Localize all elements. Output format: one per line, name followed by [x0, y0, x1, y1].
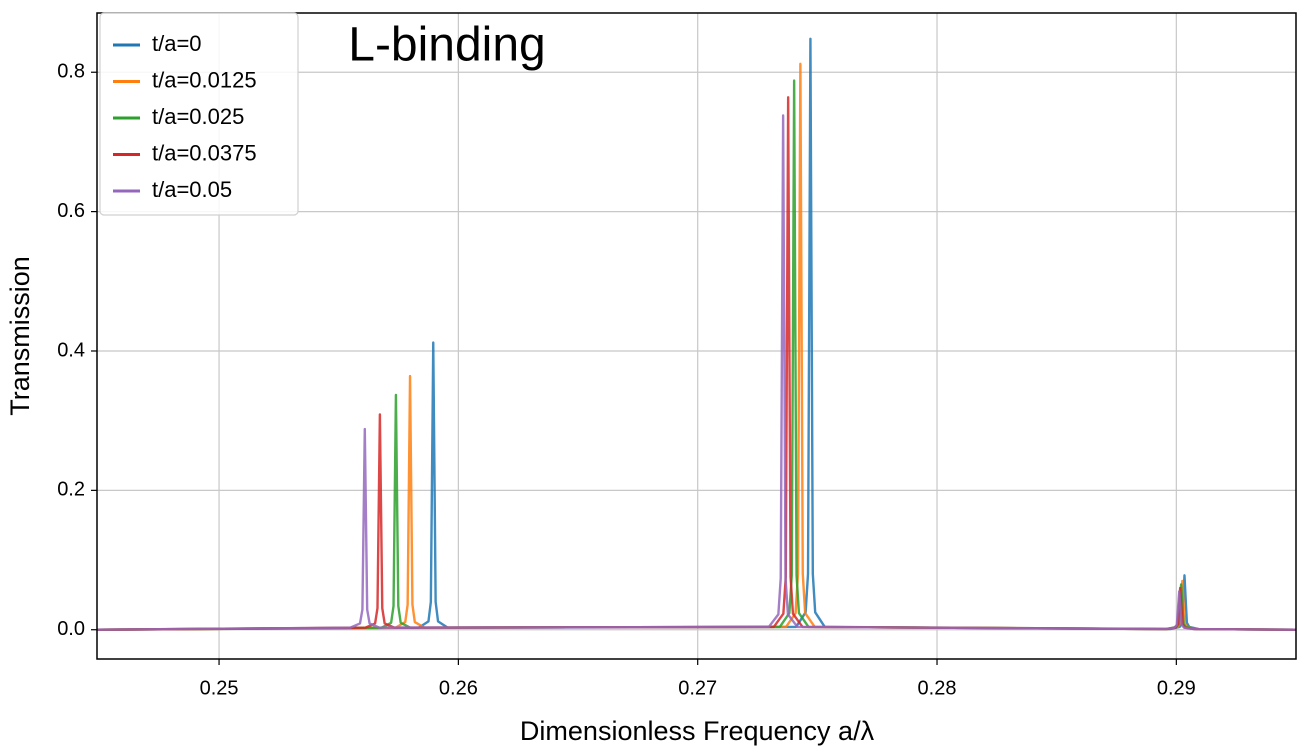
x-tick-label: 0.25	[200, 677, 239, 699]
legend: t/a=0 t/a=0.0125 t/a=0.025 t/a=0.0375 t/a=0.…	[99, 12, 299, 216]
legend-label: t/a=0.0125	[152, 67, 257, 92]
grid	[97, 13, 1296, 659]
legend-label: t/a=0.05	[152, 177, 232, 202]
series-line	[96, 37, 1297, 631]
x-tick-label: 0.28	[918, 677, 957, 699]
series-line	[96, 114, 1297, 631]
y-axis-label: Transmission	[5, 256, 35, 416]
x-tick-label: 0.26	[439, 677, 478, 699]
legend-label: t/a=0	[152, 31, 202, 56]
plot-lines	[96, 37, 1297, 631]
x-tick-label: 0.29	[1157, 677, 1196, 699]
y-tick-label: 0.0	[57, 618, 85, 640]
legend-box	[99, 12, 299, 216]
y-tick-label: 0.6	[57, 200, 85, 222]
y-tick-label: 0.4	[57, 339, 85, 361]
y-tick-label: 0.8	[57, 61, 85, 83]
y-tick-label: 0.2	[57, 479, 85, 501]
series-line	[96, 62, 1297, 631]
plot-frame	[96, 12, 1297, 660]
annotation: L-binding	[348, 19, 545, 72]
x-axis-label: Dimensionless Frequency a/λ	[520, 716, 875, 746]
x-tick-label: 0.27	[678, 677, 717, 699]
ticks: 0.25 0.26 0.27 0.28 0.29 0.0 0.2 0.4 0.6 0.8	[57, 61, 1196, 700]
legend-label: t/a=0.0375	[152, 140, 257, 165]
legend-label: t/a=0.025	[152, 104, 244, 129]
